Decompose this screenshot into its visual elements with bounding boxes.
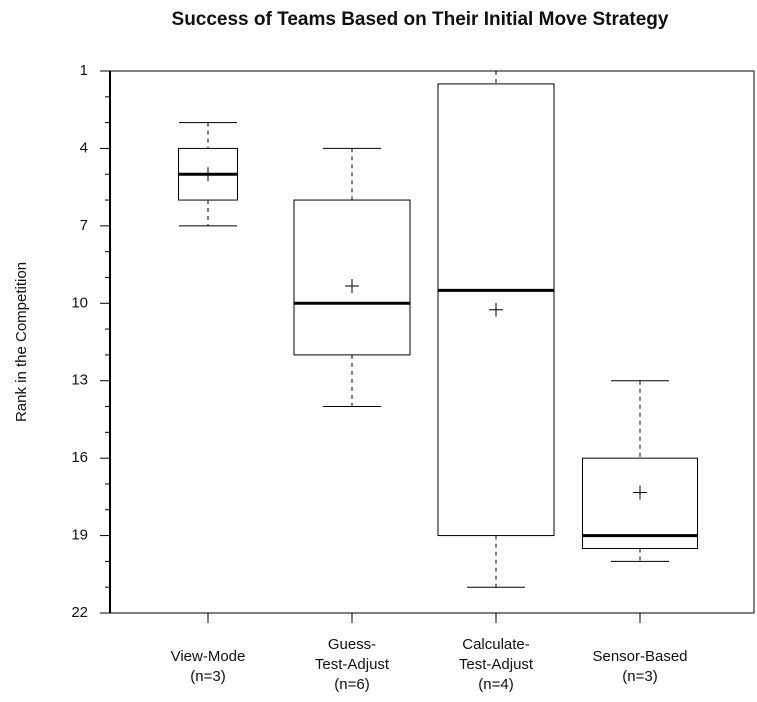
y-tick-label: 13 [71, 372, 88, 389]
x-tick-label: Sensor-Based [592, 648, 687, 665]
mean-marker [201, 167, 215, 182]
y-tick-label: 16 [71, 449, 88, 466]
mean-marker [345, 278, 359, 293]
y-tick-label: 1 [80, 62, 88, 79]
box [293, 199, 411, 356]
x-tick-label: (n=3) [622, 668, 657, 685]
y-tick-label: 22 [71, 604, 88, 621]
x-tick-label: (n=6) [334, 676, 369, 693]
box [437, 83, 555, 537]
chart-title: Success of Teams Based on Their Initial … [172, 9, 669, 30]
box [582, 457, 698, 549]
y-axis-label: Rank in the Competition [13, 262, 30, 422]
y-tick-label: 4 [80, 139, 88, 156]
y-tick-label: 10 [71, 294, 88, 311]
x-tick-label: (n=3) [190, 668, 225, 685]
x-tick-label: Test-Adjust [315, 656, 390, 673]
x-tick-label: (n=4) [478, 676, 513, 693]
y-tick-label: 7 [80, 217, 88, 234]
x-tick-label: Test-Adjust [459, 656, 534, 673]
mean-marker [489, 302, 503, 317]
x-tick-label: Guess- [328, 636, 376, 653]
y-tick-label: 19 [71, 527, 88, 544]
mean-marker [633, 485, 647, 500]
x-tick-label: Calculate- [462, 636, 530, 653]
x-tick-label: View-Mode [171, 648, 246, 665]
